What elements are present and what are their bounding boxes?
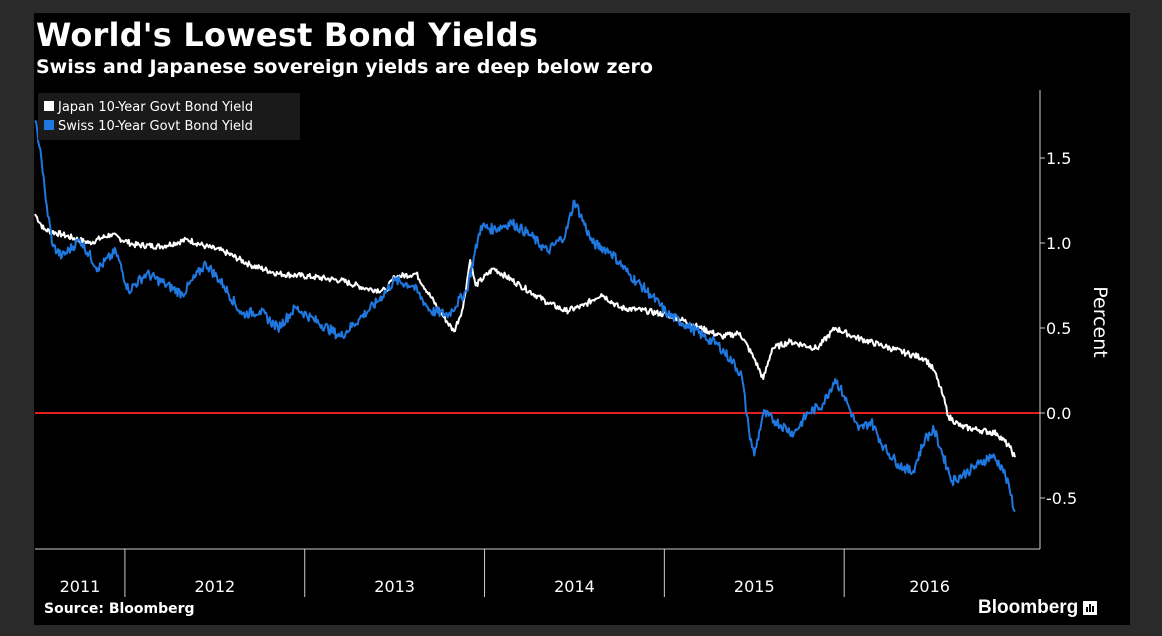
x-tick-label: 2014: [554, 577, 595, 596]
source-note: Source: Bloomberg: [44, 601, 195, 617]
y-axis-label: Percent: [1089, 286, 1111, 358]
legend-background: [38, 93, 300, 140]
japan-yield-line: [34, 213, 1016, 458]
bar-chart-icon: [1083, 601, 1098, 615]
legend-swatch-japan: [44, 101, 54, 111]
x-tick-label: 2015: [734, 577, 775, 596]
chart-subtitle: Swiss and Japanese sovereign yields are …: [36, 56, 653, 78]
legend-label-japan: Japan 10-Year Govt Bond Yield: [57, 100, 253, 115]
x-tick-label: 2011: [60, 577, 101, 596]
x-tick-label: 2016: [909, 577, 950, 596]
legend-label-swiss: Swiss 10-Year Govt Bond Yield: [58, 119, 253, 134]
brand-text: Bloomberg: [978, 597, 1079, 618]
y-tick-label: -0.5: [1046, 489, 1077, 508]
x-tick-label: 2012: [194, 577, 235, 596]
y-tick-label: 1.5: [1046, 149, 1071, 168]
y-tick-label: 1.0: [1046, 234, 1071, 253]
y-tick-label: 0.0: [1046, 404, 1071, 423]
swiss-yield-line: [34, 120, 1016, 513]
chart-title: World's Lowest Bond Yields: [36, 16, 539, 54]
y-tick-label: 0.5: [1046, 319, 1071, 338]
x-tick-label: 2013: [374, 577, 415, 596]
legend-swatch-swiss: [44, 120, 54, 130]
bloomberg-logo: Bloomberg: [978, 597, 1098, 619]
